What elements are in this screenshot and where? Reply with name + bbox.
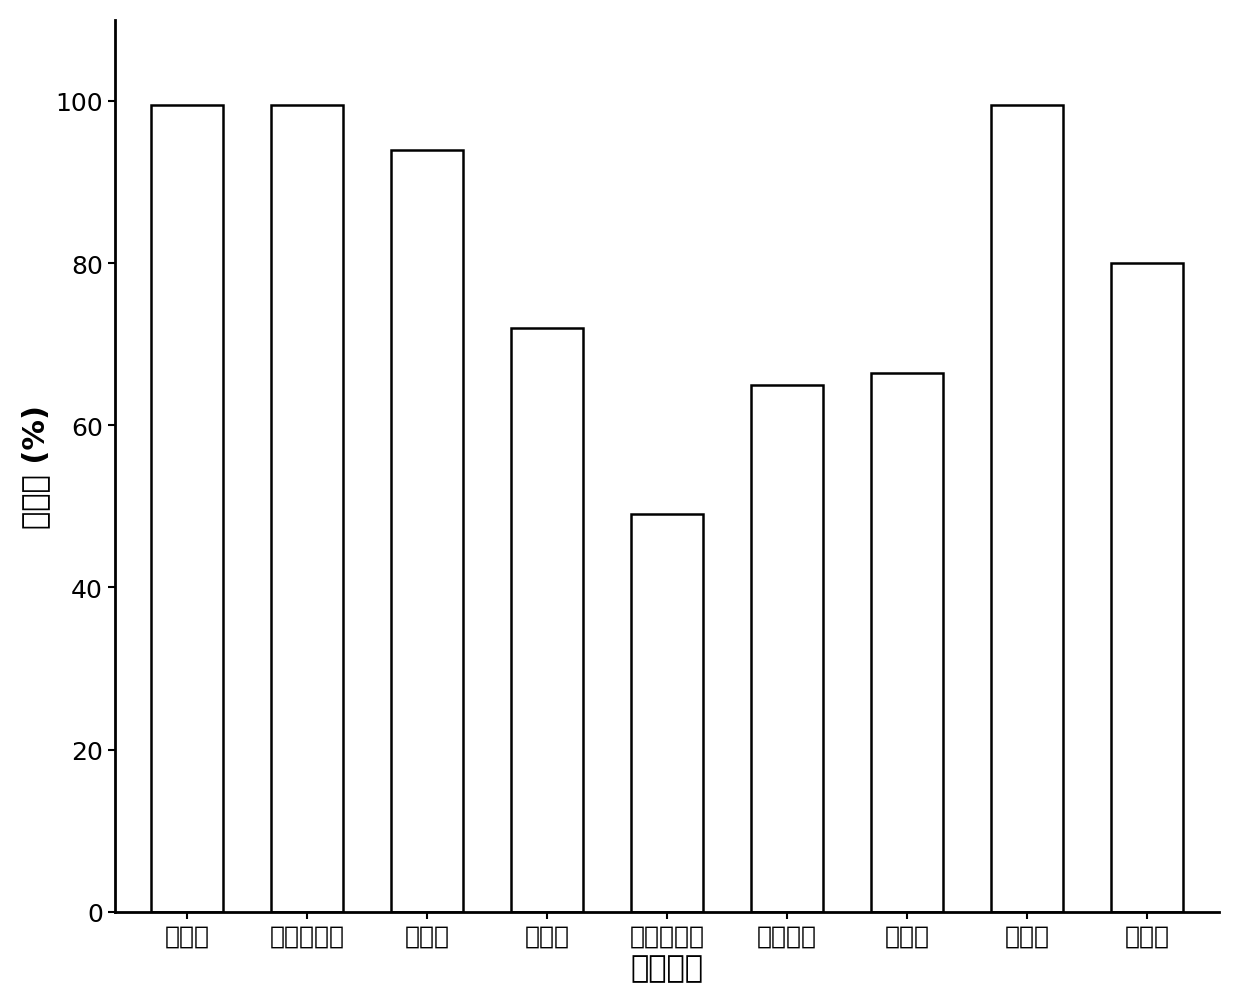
Y-axis label: 降解率 (%): 降解率 (%) (21, 404, 50, 529)
Bar (1111, 264, 1183, 912)
Bar (511, 329, 583, 912)
Bar (751, 385, 823, 912)
Bar (631, 515, 703, 912)
Bar (991, 106, 1063, 912)
Bar (270, 106, 343, 912)
Bar (870, 373, 944, 912)
Bar (391, 150, 463, 912)
X-axis label: 农药名称: 农药名称 (630, 953, 703, 982)
Bar (151, 106, 223, 912)
